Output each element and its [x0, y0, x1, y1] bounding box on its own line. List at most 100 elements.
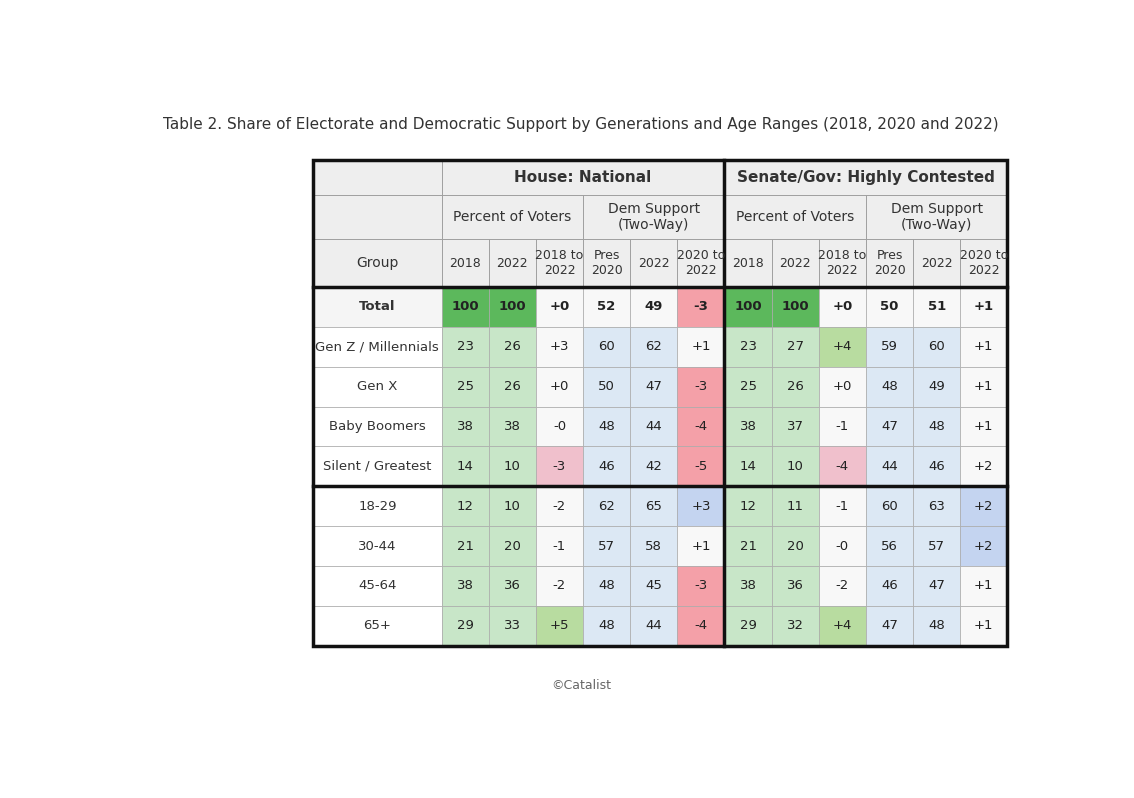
Bar — [960, 606, 1007, 646]
Bar — [631, 367, 677, 406]
Bar — [913, 406, 960, 446]
Bar — [866, 566, 913, 606]
Text: 14: 14 — [739, 460, 756, 473]
Text: 21: 21 — [739, 539, 756, 552]
Bar — [313, 566, 441, 606]
Bar — [725, 606, 771, 646]
Bar — [819, 406, 866, 446]
Bar — [313, 195, 441, 239]
Text: Total: Total — [359, 300, 396, 314]
Bar — [866, 239, 913, 287]
Text: 2018 to
2022: 2018 to 2022 — [819, 249, 866, 277]
Bar — [819, 287, 866, 327]
Text: 48: 48 — [929, 619, 945, 632]
Bar — [960, 446, 1007, 486]
Bar — [913, 287, 960, 327]
Text: +0: +0 — [550, 380, 569, 393]
Bar — [677, 367, 725, 406]
Bar — [441, 486, 489, 526]
Text: +0: +0 — [832, 380, 852, 393]
Bar — [583, 367, 631, 406]
Text: 25: 25 — [739, 380, 756, 393]
Text: 57: 57 — [929, 539, 945, 552]
Text: 2018 to
2022: 2018 to 2022 — [535, 249, 584, 277]
Bar — [771, 606, 819, 646]
Text: Pres
2020: Pres 2020 — [873, 249, 905, 277]
Text: 48: 48 — [929, 420, 945, 433]
Bar — [489, 239, 536, 287]
Text: 36: 36 — [503, 579, 521, 592]
Text: 20: 20 — [787, 539, 804, 552]
Bar — [960, 367, 1007, 406]
Text: -3: -3 — [694, 300, 709, 314]
Text: 38: 38 — [457, 579, 474, 592]
Text: -3: -3 — [694, 579, 708, 592]
Text: Gen Z / Millennials: Gen Z / Millennials — [315, 340, 439, 354]
Text: 44: 44 — [645, 619, 662, 632]
Text: 10: 10 — [503, 500, 521, 512]
Text: +3: +3 — [691, 500, 711, 512]
Text: 10: 10 — [503, 460, 521, 473]
Bar — [866, 406, 913, 446]
Bar — [536, 606, 583, 646]
Bar — [313, 606, 441, 646]
Bar — [913, 367, 960, 406]
Text: 12: 12 — [457, 500, 474, 512]
Bar — [536, 446, 583, 486]
Text: Dem Support
(Two-Way): Dem Support (Two-Way) — [608, 202, 700, 232]
Text: 100: 100 — [499, 300, 526, 314]
Text: 26: 26 — [787, 380, 804, 393]
Bar — [313, 287, 441, 327]
Bar — [866, 287, 913, 327]
Bar — [536, 406, 583, 446]
Bar — [583, 239, 631, 287]
Bar — [536, 526, 583, 566]
Bar — [771, 327, 819, 367]
Text: 51: 51 — [928, 300, 946, 314]
Text: 44: 44 — [645, 420, 662, 433]
Text: 2022: 2022 — [779, 257, 811, 270]
Bar — [489, 327, 536, 367]
Text: +2: +2 — [974, 539, 993, 552]
Bar — [631, 606, 677, 646]
Text: Gen X: Gen X — [357, 380, 398, 393]
Bar — [441, 327, 489, 367]
Text: House: National: House: National — [515, 170, 652, 185]
Text: 29: 29 — [457, 619, 474, 632]
Text: +1: +1 — [974, 380, 993, 393]
Bar — [725, 406, 771, 446]
Bar — [819, 486, 866, 526]
Bar — [960, 327, 1007, 367]
Text: 38: 38 — [503, 420, 521, 433]
Text: -2: -2 — [553, 579, 566, 592]
Text: 20: 20 — [503, 539, 521, 552]
Text: -1: -1 — [836, 420, 849, 433]
Text: 2022: 2022 — [497, 257, 528, 270]
Text: 38: 38 — [457, 420, 474, 433]
Bar — [819, 566, 866, 606]
Bar — [489, 406, 536, 446]
Text: 12: 12 — [739, 500, 756, 512]
Text: -2: -2 — [553, 500, 566, 512]
Text: +1: +1 — [974, 420, 993, 433]
Bar — [771, 287, 819, 327]
Bar — [441, 367, 489, 406]
Text: 2020 to
2022: 2020 to 2022 — [677, 249, 725, 277]
Text: 48: 48 — [599, 420, 615, 433]
Bar — [631, 486, 677, 526]
Text: -1: -1 — [836, 500, 849, 512]
Bar — [771, 526, 819, 566]
Bar — [866, 195, 1007, 239]
Text: Silent / Greatest: Silent / Greatest — [323, 460, 432, 473]
Bar — [583, 606, 631, 646]
Bar — [677, 406, 725, 446]
Bar — [489, 606, 536, 646]
Bar — [771, 239, 819, 287]
Bar — [819, 239, 866, 287]
Text: 57: 57 — [598, 539, 615, 552]
Bar — [725, 195, 866, 239]
Text: 45: 45 — [645, 579, 662, 592]
Bar — [819, 526, 866, 566]
Text: 33: 33 — [503, 619, 521, 632]
Text: +1: +1 — [691, 539, 711, 552]
